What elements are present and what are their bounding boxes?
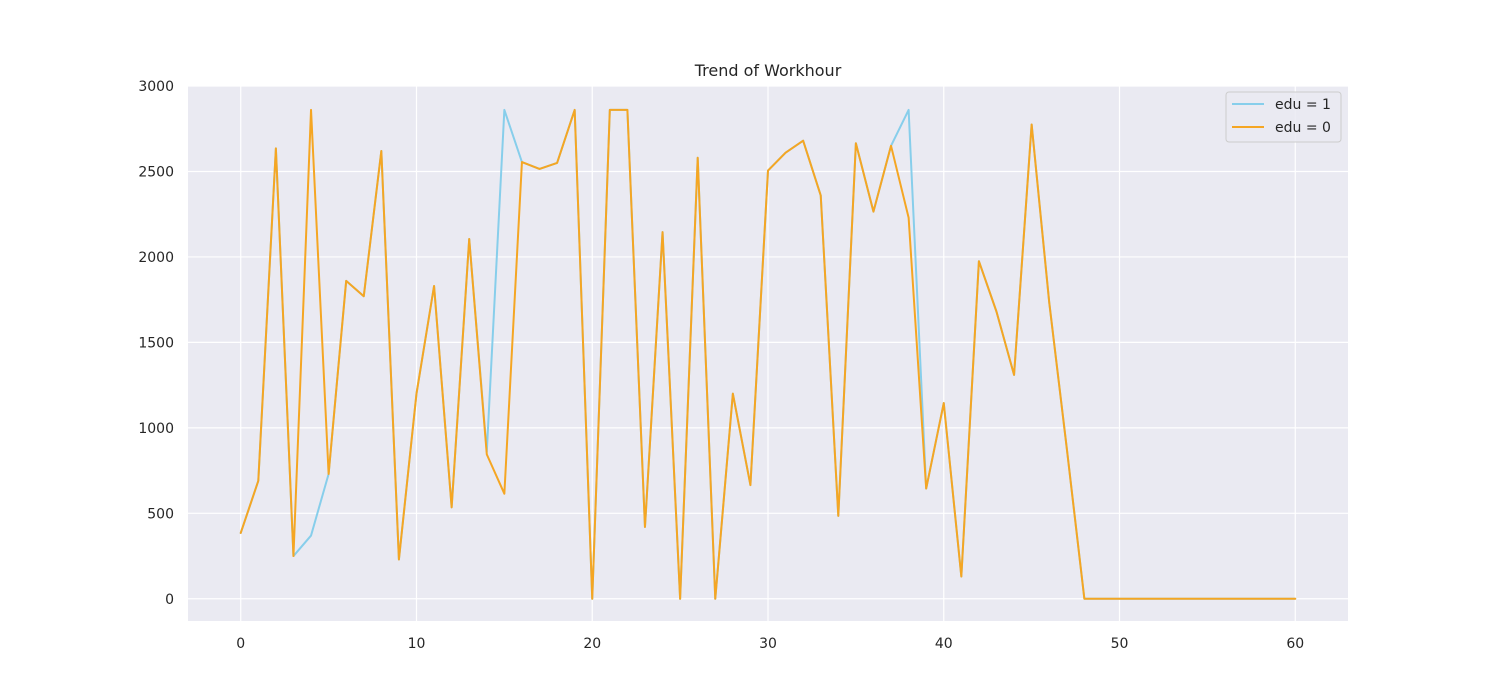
x-tick-label: 10 bbox=[408, 636, 426, 652]
grid-horizontal bbox=[188, 85, 1348, 600]
legend-label-edu-0: edu = 0 bbox=[1275, 120, 1331, 136]
chart-title: Trend of Workhour bbox=[694, 61, 842, 80]
y-tick-label: 1000 bbox=[138, 421, 174, 437]
y-tick-label: 2500 bbox=[138, 164, 174, 180]
y-tick-label: 2000 bbox=[138, 250, 174, 266]
y-tick-labels: 0 500 1000 1500 2000 2500 3000 bbox=[138, 79, 174, 608]
legend: edu = 1 edu = 0 bbox=[1225, 91, 1342, 143]
y-tick-label: 3000 bbox=[138, 79, 174, 95]
y-tick-label: 0 bbox=[165, 592, 174, 608]
series-layer bbox=[239, 108, 1297, 600]
x-tick-label: 60 bbox=[1286, 636, 1304, 652]
legend-label-edu-1: edu = 1 bbox=[1275, 97, 1331, 113]
y-tick-label: 500 bbox=[147, 506, 174, 522]
y-tick-label: 1500 bbox=[138, 335, 174, 351]
series-line-edu-0 bbox=[239, 108, 1297, 600]
x-tick-label: 0 bbox=[236, 636, 245, 652]
x-tick-label: 20 bbox=[583, 636, 601, 652]
x-tick-labels: 0 10 20 30 40 50 60 bbox=[236, 636, 1304, 652]
x-tick-label: 40 bbox=[935, 636, 953, 652]
x-tick-label: 30 bbox=[759, 636, 777, 652]
x-tick-label: 50 bbox=[1111, 636, 1129, 652]
